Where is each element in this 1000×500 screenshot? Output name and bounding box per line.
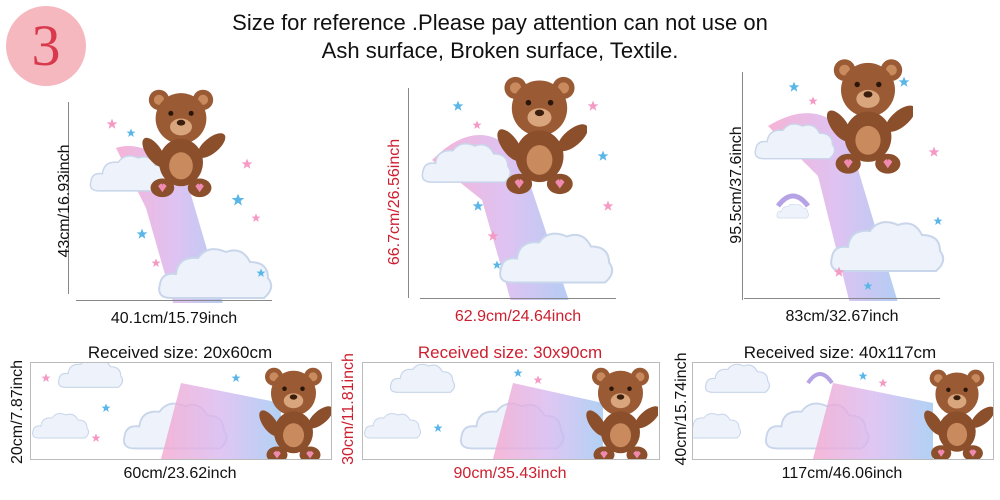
design-2-sticker-illustration xyxy=(421,76,614,300)
sheet-1-width-label: 60cm/23.62inch xyxy=(123,465,237,482)
height-dimension-line xyxy=(408,88,409,298)
design-1-sticker-illustration xyxy=(89,89,273,303)
design-3-height-label: 95.5cm/37.6inch xyxy=(728,126,745,244)
sheet-1-received-size: Received size: 20x60cm xyxy=(87,343,273,362)
step-number: 3 xyxy=(31,13,61,78)
width-dimension-line xyxy=(76,300,272,301)
sheet-2-sticker-sheet xyxy=(362,362,660,460)
design-1-width-label: 40.1cm/15.79inch xyxy=(110,310,238,327)
sheet-3-sticker-sheet xyxy=(692,362,994,460)
height-dimension-line xyxy=(68,102,69,294)
sheet-1-sticker-sheet xyxy=(30,362,332,460)
sheet-3-received-size: Received size: 40x117cm xyxy=(743,343,937,362)
sheet-2-illustration xyxy=(363,363,658,459)
height-dimension-line xyxy=(742,72,743,300)
design-3-width-label: 83cm/32.67inch xyxy=(785,308,899,325)
sheet-2-received-size: Received size: 30x90cm xyxy=(417,343,603,362)
sheet-3-width-label: 117cm/46.06inch xyxy=(781,465,903,482)
design-2-height-label: 66.7cm/26.56inch xyxy=(386,138,403,266)
design-2-width-label: 62.9cm/24.64inch xyxy=(454,308,582,325)
step-number-badge: 3 xyxy=(6,6,86,86)
design-1-height-label: 43cm/16.93inch xyxy=(56,144,73,258)
sheet-3-height-label: 40cm/15.74inch xyxy=(673,352,690,466)
width-dimension-line xyxy=(744,298,940,299)
header-line-1: Size for reference .Please pay attention… xyxy=(232,10,768,35)
design-3-sticker-illustration xyxy=(754,59,945,301)
sheet-3-illustration xyxy=(693,363,993,459)
sheet-1-illustration xyxy=(31,363,331,459)
sheet-2-height-label: 30cm/11.81inch xyxy=(340,353,357,465)
sheet-1-height-label: 20cm/7.87inch xyxy=(9,359,26,465)
sheet-2-width-label: 90cm/35.43inch xyxy=(453,465,567,482)
width-dimension-line xyxy=(420,298,616,299)
header-line-2: Ash surface, Broken surface, Textile. xyxy=(321,38,679,63)
